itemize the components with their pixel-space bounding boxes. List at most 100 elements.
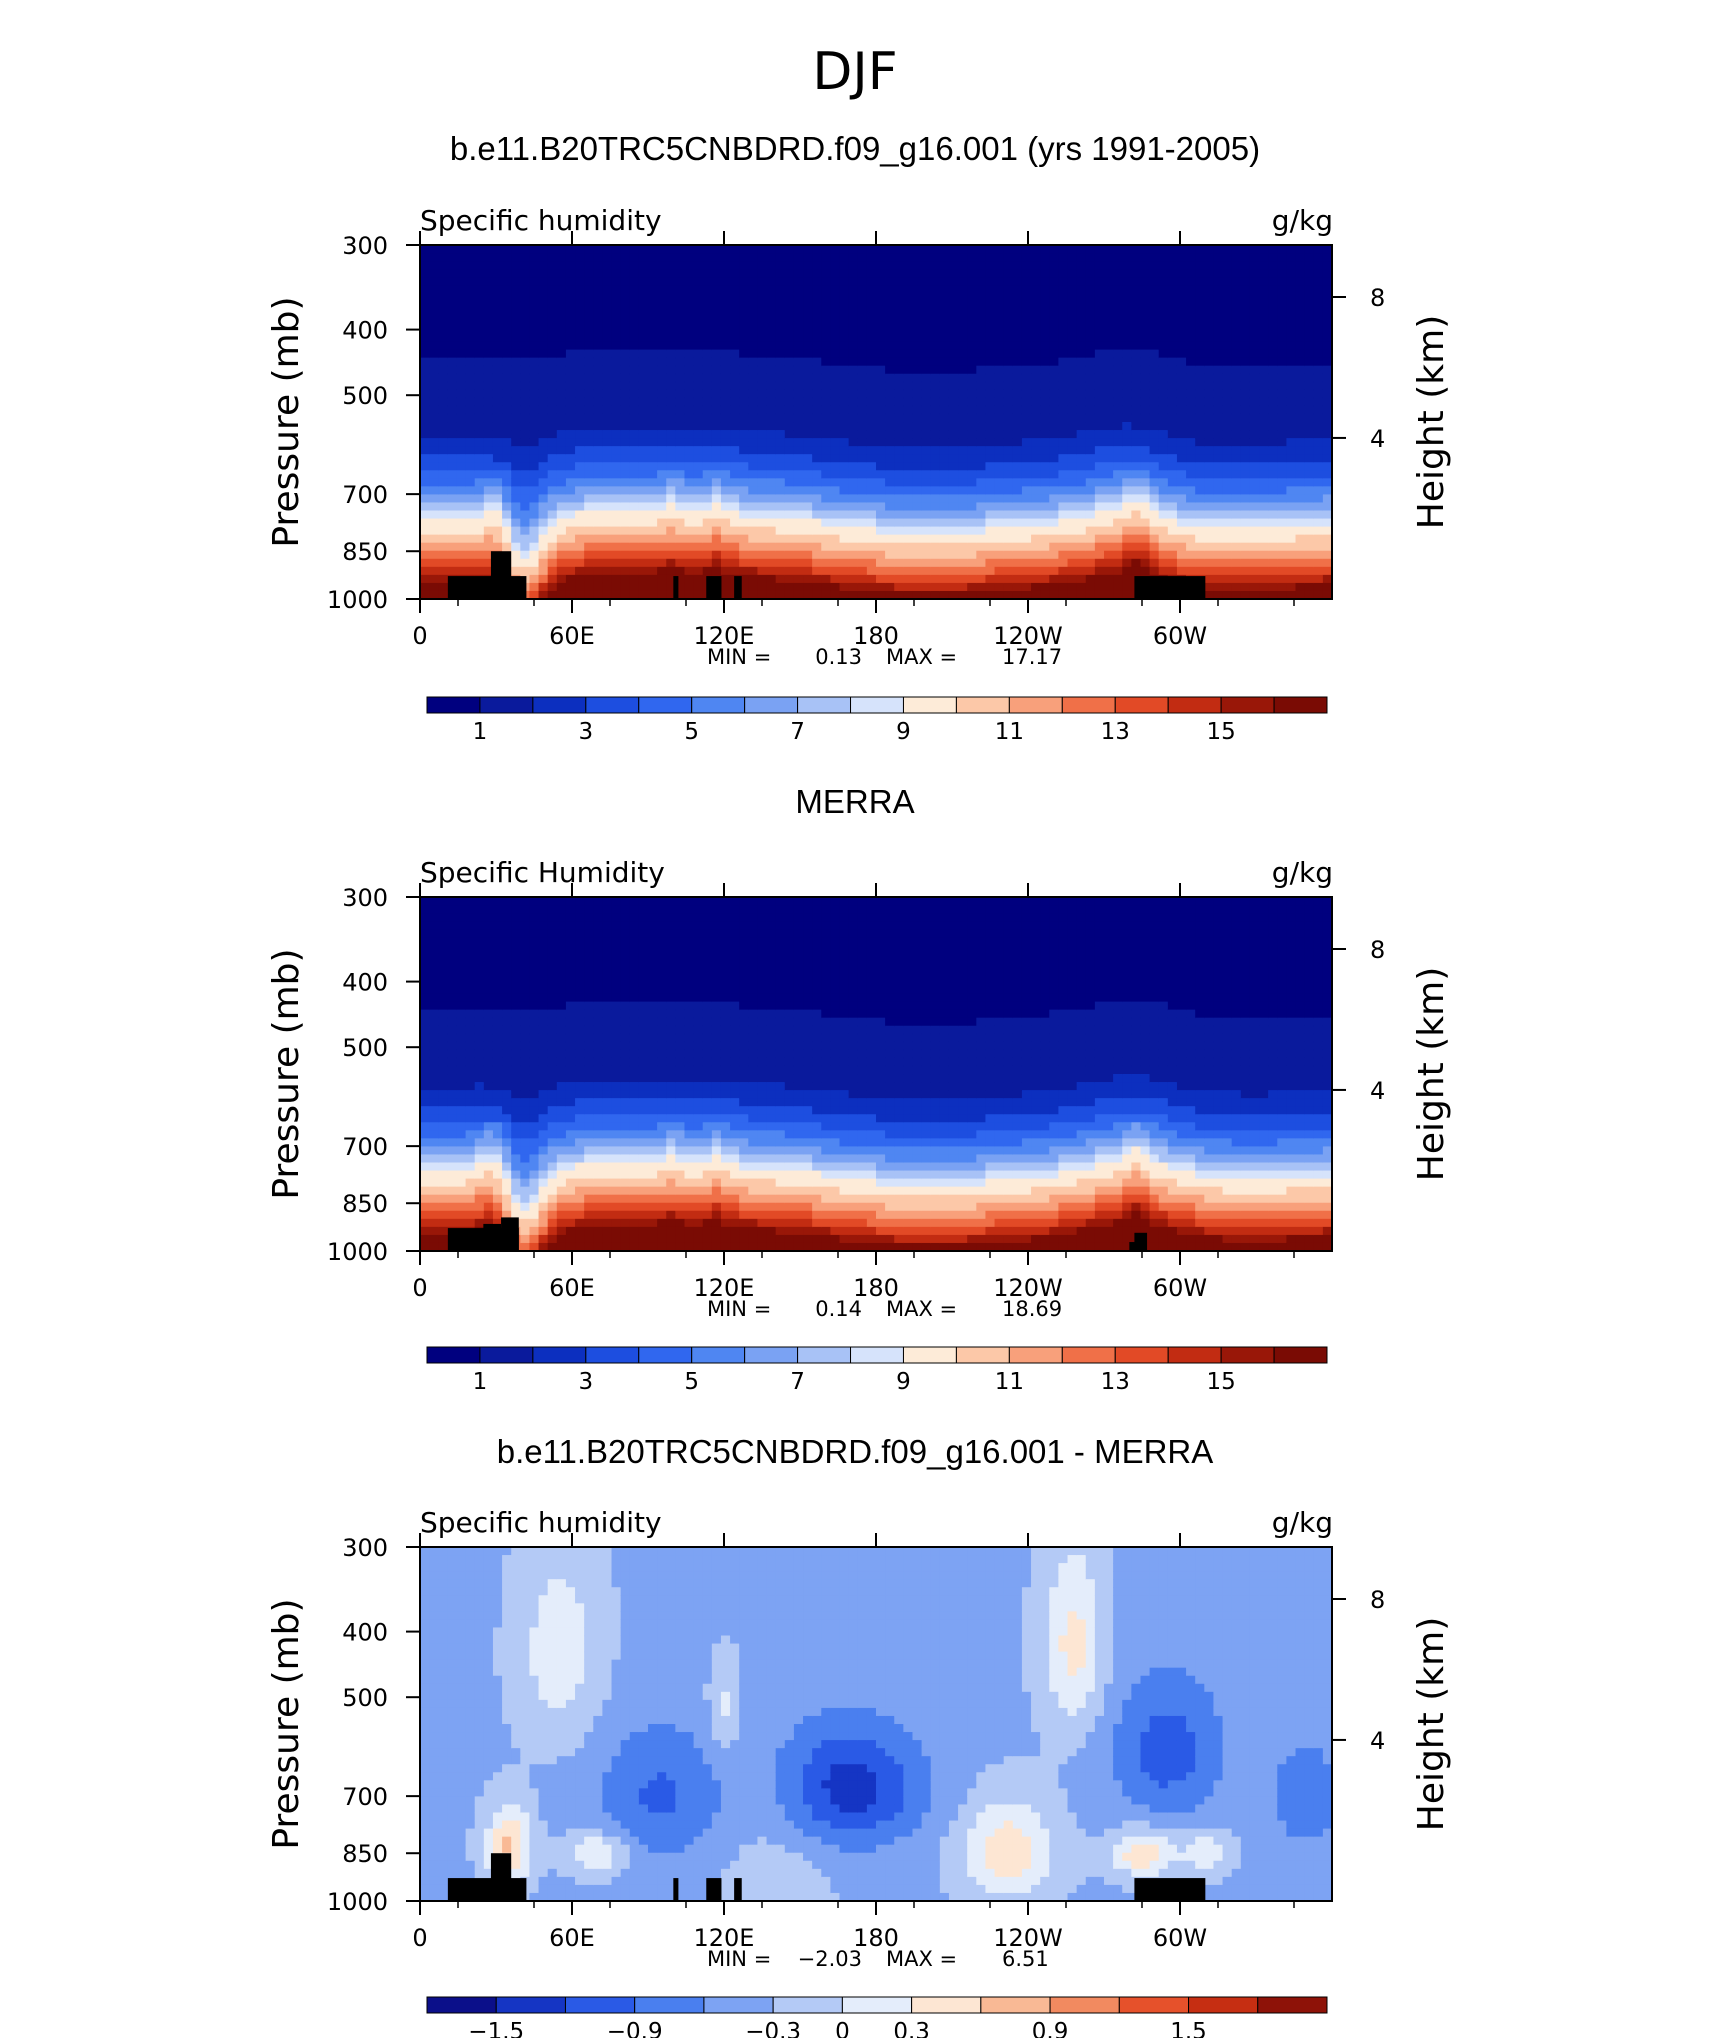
heatmap-cell [492, 1202, 503, 1212]
heatmap-cell [529, 341, 540, 351]
heatmap-cell [1012, 245, 1023, 254]
heatmap-cell [492, 389, 503, 399]
heatmap-cell [1122, 470, 1132, 479]
heatmap-cell [1104, 542, 1114, 552]
heatmap-cell [985, 534, 996, 544]
heatmap-cell [520, 357, 531, 367]
heatmap-cell [511, 1033, 521, 1043]
heatmap-cell [483, 1210, 494, 1220]
heatmap-cell [1131, 381, 1142, 391]
heatmap-cell [465, 1057, 476, 1067]
heatmap-cell [967, 510, 977, 520]
heatmap-cell [474, 1194, 485, 1204]
heatmap-cell [483, 1130, 494, 1139]
heatmap-cell [739, 446, 749, 455]
heatmap-cell [1176, 253, 1187, 262]
heatmap-cell [1049, 253, 1059, 262]
heatmap-cell [702, 526, 713, 536]
heatmap-cell [1076, 349, 1087, 359]
heatmap-cell [556, 365, 567, 375]
heatmap-cell [1058, 245, 1069, 254]
heatmap-cell [1104, 405, 1114, 415]
heatmap-cell [1249, 341, 1260, 351]
heatmap-cell [556, 510, 567, 520]
heatmap-cell [666, 381, 676, 391]
heatmap-cell [465, 413, 476, 423]
heatmap-cell [675, 582, 686, 592]
heatmap-cell [921, 542, 932, 552]
heatmap-cell [775, 349, 786, 359]
heatmap-cell [1140, 510, 1151, 520]
heatmap-cell [1113, 518, 1123, 528]
heatmap-cell [1085, 574, 1096, 584]
heatmap-cell [866, 486, 877, 496]
heatmap-cell [492, 961, 503, 971]
heatmap-cell [1140, 526, 1151, 536]
heatmap-cell [1231, 558, 1242, 568]
heatmap-cell [1167, 486, 1178, 496]
heatmap-cell [939, 590, 950, 600]
heatmap-cell [1113, 293, 1123, 302]
heatmap-cell [1313, 582, 1324, 592]
heatmap-cell [620, 325, 631, 335]
heatmap-cell [648, 542, 658, 552]
heatmap-cell [1040, 341, 1050, 351]
heatmap-cell [684, 301, 695, 310]
heatmap-cell [958, 381, 968, 391]
heatmap-cell [575, 293, 585, 302]
heatmap-cell [1286, 309, 1297, 319]
heatmap-cell [830, 462, 841, 471]
heatmap-cell [885, 325, 895, 335]
heatmap-cell [456, 1049, 467, 1059]
heatmap-cell [556, 454, 567, 463]
heatmap-cell [429, 510, 439, 520]
heatmap-cell [529, 590, 540, 600]
heatmap-cell [456, 1001, 467, 1011]
heatmap-cell [839, 494, 850, 504]
heatmap-cell [903, 381, 914, 391]
heatmap-cell [438, 582, 448, 592]
heatmap-cell [420, 1170, 430, 1180]
heatmap-cell [1104, 357, 1114, 367]
heatmap-cell [620, 309, 631, 319]
heatmap-cell [1204, 526, 1215, 536]
heatmap-cell [903, 486, 914, 496]
heatmap-cell [502, 1178, 512, 1188]
heatmap-cell [720, 454, 731, 463]
heatmap-cell [575, 245, 585, 254]
heatmap-cell [1122, 333, 1132, 343]
heatmap-cell [885, 430, 895, 439]
heatmap-cell [584, 365, 594, 375]
heatmap-cell [1249, 317, 1260, 327]
heatmap-cell [921, 574, 932, 584]
heatmap-cell [784, 397, 795, 407]
heatmap-cell [1040, 518, 1050, 528]
heatmap-cell [1158, 430, 1169, 439]
heatmap-cell [675, 534, 686, 544]
heatmap-cell [1286, 502, 1297, 512]
heatmap-cell [1031, 590, 1041, 600]
heatmap-cell [1122, 526, 1132, 536]
heatmap-cell [720, 558, 731, 568]
heatmap-cell [483, 534, 494, 544]
heatmap-cell [502, 470, 512, 479]
heatmap-cell [1213, 558, 1224, 568]
heatmap-cell [575, 478, 585, 487]
heatmap-cell [894, 381, 904, 391]
heatmap-cell [429, 1202, 439, 1212]
heatmap-cell [602, 285, 613, 294]
heatmap-cell [958, 462, 968, 471]
heatmap-cell [438, 534, 448, 544]
heatmap-cell [675, 550, 686, 560]
heatmap-cell [1286, 542, 1297, 552]
heatmap-cell [1277, 269, 1287, 278]
heatmap-cell [465, 945, 476, 954]
heatmap-cell [830, 518, 841, 528]
heatmap-cell [438, 462, 448, 471]
heatmap-cell [839, 397, 850, 407]
heatmap-cell [1277, 502, 1287, 512]
heatmap-cell [438, 1009, 448, 1019]
heatmap-cell [757, 269, 768, 278]
heatmap-cell [1113, 413, 1123, 423]
heatmap-cell [420, 1226, 430, 1236]
